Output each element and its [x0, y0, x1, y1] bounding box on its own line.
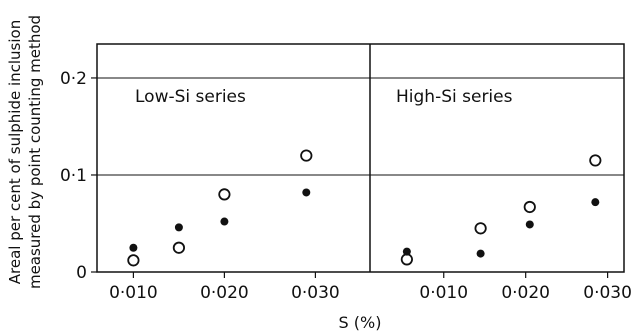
plot-border — [96, 43, 625, 273]
x-axis-label: S (%) — [339, 313, 382, 332]
chart-marks — [127, 149, 602, 267]
x-tick-label: 0·020 — [200, 283, 249, 303]
data-point-filled — [302, 188, 311, 197]
data-point-open — [127, 254, 140, 267]
data-point-filled — [402, 247, 411, 256]
data-point-open — [523, 200, 536, 214]
data-point-filled — [525, 220, 534, 229]
panel-label: Low-Si series — [135, 87, 246, 107]
data-point-filled — [174, 223, 183, 232]
data-point-open — [300, 149, 313, 162]
x-tick-label: 0·010 — [109, 283, 158, 303]
y-tick-label: 0·1 — [60, 166, 87, 186]
chart-labels: 0 0·1 0·2 0·010 0·020 0·030 Low-Si series 0·010… — [60, 69, 632, 303]
y-tick-label: 0·2 — [60, 69, 87, 89]
data-point-open — [218, 188, 231, 201]
data-point-filled — [129, 243, 138, 252]
x-tick-label: 0·030 — [583, 283, 632, 303]
data-point-filled — [591, 198, 600, 207]
data-point-open — [172, 241, 185, 254]
data-point-open — [474, 222, 487, 235]
y-axis-label-line1: Areal per cent of sulphide inclusion — [6, 20, 24, 284]
data-point-filled — [220, 217, 229, 226]
chart-frame — [91, 43, 625, 278]
data-point-open — [400, 253, 413, 266]
x-tick-label: 0·030 — [291, 283, 340, 303]
data-point-filled — [476, 249, 485, 258]
x-tick-label: 0·010 — [419, 283, 468, 303]
x-tick-label: 0·020 — [501, 283, 550, 303]
data-point-open — [589, 154, 602, 167]
y-tick-label: 0 — [76, 263, 87, 283]
y-axis-label-line2: measured by point counting method — [26, 15, 44, 289]
panel-label: High-Si series — [396, 87, 513, 107]
